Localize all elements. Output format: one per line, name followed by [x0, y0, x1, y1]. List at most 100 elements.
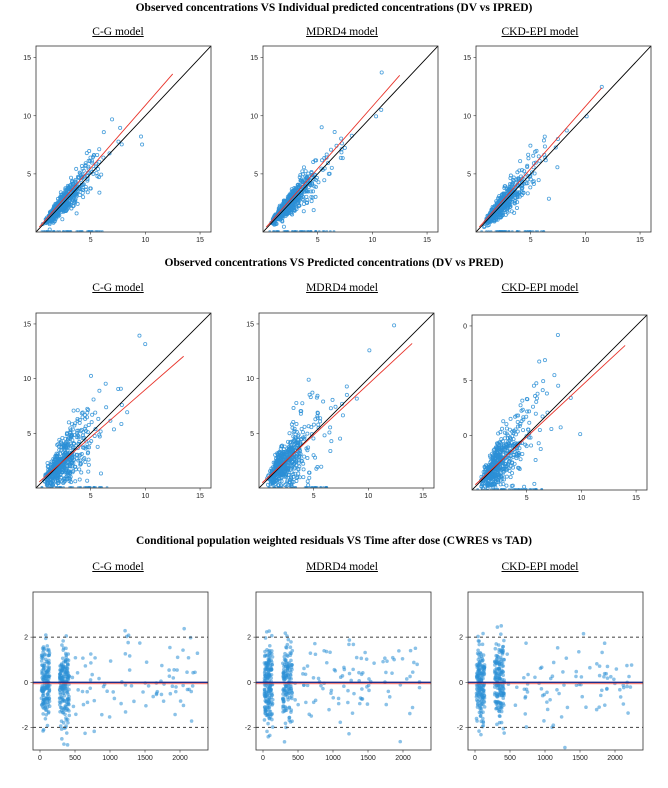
data-point [303, 230, 307, 232]
data-point [522, 169, 527, 174]
data-point [103, 381, 108, 386]
data-point [292, 435, 297, 440]
data-point [48, 481, 53, 486]
data-point [50, 486, 54, 488]
data-point [86, 457, 91, 462]
data-point [322, 178, 327, 183]
data-point [545, 707, 550, 712]
data-point [392, 657, 396, 662]
data-point [361, 670, 365, 675]
data-point [306, 483, 311, 488]
data-point [537, 427, 542, 432]
data-point [74, 712, 78, 717]
data-point [92, 698, 97, 703]
data-point [551, 723, 556, 727]
data-point [294, 440, 299, 445]
data-point [129, 683, 134, 688]
data-point [283, 721, 288, 726]
data-point [71, 445, 76, 450]
data-point [57, 213, 62, 218]
data-point [479, 654, 484, 659]
y-tick-label: 0 [463, 433, 467, 440]
data-point [552, 373, 557, 378]
data-point [47, 486, 51, 488]
data-point [167, 668, 171, 672]
data-point [324, 486, 328, 488]
data-point [86, 422, 91, 427]
data-point [476, 673, 481, 678]
data-point [513, 427, 518, 432]
data-point [499, 624, 504, 628]
data-point [625, 684, 629, 689]
x-tick-label: 5 [525, 495, 529, 502]
data-point [88, 373, 93, 378]
data-point [336, 696, 341, 701]
data-point [408, 711, 412, 716]
data-point [540, 388, 545, 393]
model-title-ckdepi-cwres: CKD-EPI model [501, 561, 579, 573]
data-point [540, 414, 545, 419]
data-point [84, 415, 89, 420]
data-point [542, 144, 547, 149]
data-point [558, 425, 563, 430]
data-point [85, 451, 90, 456]
data-point [314, 230, 317, 232]
data-point [517, 194, 522, 199]
data-point [526, 427, 531, 432]
data-point [476, 634, 480, 639]
data-point [516, 452, 521, 457]
x-tick-label: 5 [312, 493, 316, 500]
x-tick-label: 10 [364, 493, 372, 500]
data-point [294, 486, 297, 488]
data-point [310, 390, 315, 395]
data-point [80, 190, 85, 195]
data-point [281, 700, 286, 704]
data-point [495, 480, 500, 485]
data-point [55, 454, 60, 459]
y-tick-label: 5 [250, 431, 254, 438]
data-point [93, 410, 98, 415]
data-point [301, 435, 306, 440]
data-point [50, 473, 55, 478]
data-point [515, 182, 520, 187]
data-point [285, 448, 290, 453]
data-point [267, 486, 271, 488]
fit-line [478, 87, 603, 228]
y-tick-label: 10 [463, 113, 471, 120]
data-point [46, 693, 51, 698]
data-point [188, 635, 193, 640]
data-point [505, 652, 510, 656]
data-point [97, 388, 102, 393]
data-point [292, 196, 297, 201]
data-point [498, 230, 501, 232]
data-point [486, 464, 491, 469]
data-point [76, 434, 81, 439]
data-point [45, 220, 50, 225]
data-point [347, 638, 352, 642]
data-point [69, 460, 74, 465]
data-point [516, 177, 521, 182]
data-point [168, 691, 173, 696]
data-point [174, 685, 178, 689]
data-point [531, 153, 536, 158]
data-point [523, 442, 528, 447]
data-point [96, 167, 101, 172]
data-point [61, 691, 65, 696]
data-point [477, 639, 481, 643]
plot-frame [35, 45, 212, 233]
data-point [509, 189, 514, 194]
data-point [298, 411, 303, 416]
data-point [70, 675, 75, 680]
data-point [309, 170, 314, 175]
data-point [501, 644, 505, 649]
data-point [96, 416, 101, 421]
x-tick-label: 500 [292, 755, 304, 762]
data-point [521, 417, 526, 422]
data-point [181, 648, 185, 652]
data-point [63, 712, 67, 717]
data-point [496, 654, 500, 659]
data-point [41, 656, 45, 661]
data-point [475, 677, 480, 681]
data-point [276, 474, 281, 479]
